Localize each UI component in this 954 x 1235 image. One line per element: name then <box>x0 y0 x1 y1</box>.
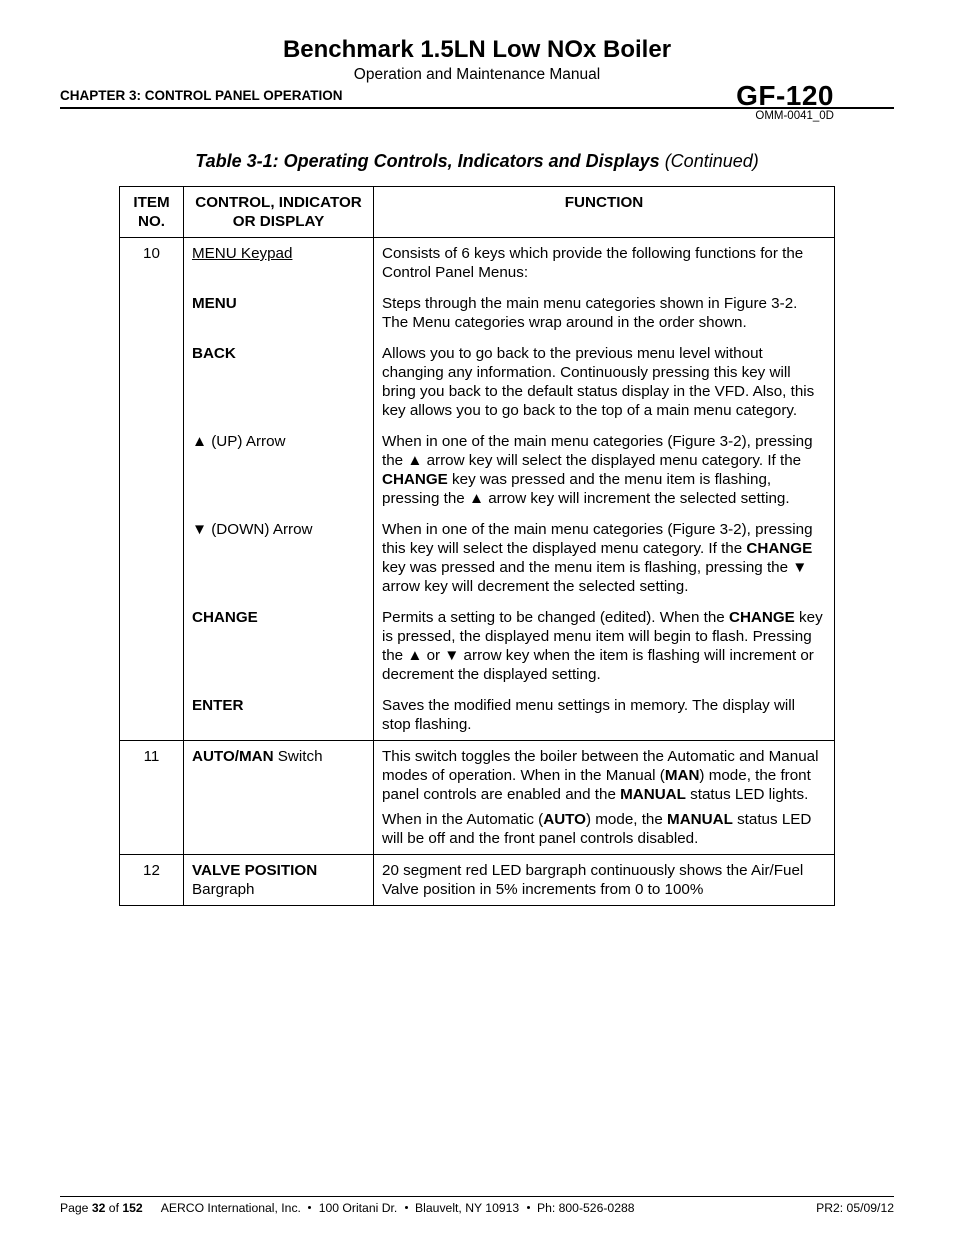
table-header-row: ITEM NO. CONTROL, INDICATOR OR DISPLAY F… <box>120 187 835 238</box>
th-function: FUNCTION <box>374 187 835 238</box>
control-change: CHANGE <box>192 609 258 626</box>
caption-continued: (Continued) <box>665 151 759 171</box>
table-row: MENU Steps through the main menu categor… <box>120 288 835 338</box>
th-item: ITEM NO. <box>120 187 184 238</box>
table-row: CHANGE Permits a setting to be changed (… <box>120 602 835 690</box>
table-row: 10 MENU Keypad Consists of 6 keys which … <box>120 238 835 289</box>
control-auto-man: AUTO/MAN Switch <box>184 741 374 855</box>
control-valve-position: VALVE POSITION Bargraph <box>184 855 374 906</box>
caption-main: Table 3-1: Operating Controls, Indicator… <box>195 151 664 171</box>
func-change: Permits a setting to be changed (edited)… <box>374 602 835 690</box>
chapter-label: CHAPTER 3: CONTROL PANEL OPERATION <box>60 88 343 103</box>
controls-table: ITEM NO. CONTROL, INDICATOR OR DISPLAY F… <box>119 186 835 906</box>
table-row: ▼ (DOWN) Arrow When in one of the main m… <box>120 514 835 602</box>
func-auto-man: This switch toggles the boiler between t… <box>374 741 835 855</box>
page-footer: Page 32 of 152 AERCO International, Inc.… <box>60 1196 894 1215</box>
table-row: ENTER Saves the modified menu settings i… <box>120 690 835 741</box>
table-row: 11 AUTO/MAN Switch This switch toggles t… <box>120 741 835 855</box>
table-row: ▲ (UP) Arrow When in one of the main men… <box>120 426 835 514</box>
doc-code-block: GF-120 OMM-0041_0D <box>736 80 834 122</box>
footer-page: Page 32 of 152 <box>60 1201 143 1215</box>
footer-rule <box>60 1196 894 1197</box>
func-enter: Saves the modified menu settings in memo… <box>374 690 835 741</box>
func-valve-position: 20 segment red LED bargraph continuously… <box>374 855 835 906</box>
bullet-icon <box>308 1206 311 1209</box>
th-control: CONTROL, INDICATOR OR DISPLAY <box>184 187 374 238</box>
control-up-arrow: ▲ (UP) Arrow <box>192 433 286 450</box>
control-down-arrow: ▼ (DOWN) Arrow <box>192 521 313 538</box>
page-header: Benchmark 1.5LN Low NOx Boiler Operation… <box>60 36 894 109</box>
control-menu-keypad: MENU Keypad <box>192 245 292 262</box>
control-menu: MENU <box>192 295 237 312</box>
func-menu: Steps through the main menu categories s… <box>374 288 835 338</box>
func-down-arrow: When in one of the main menu categories … <box>374 514 835 602</box>
item-no: 11 <box>120 741 184 855</box>
bullet-icon <box>527 1206 530 1209</box>
table-caption: Table 3-1: Operating Controls, Indicator… <box>60 151 894 172</box>
bullet-icon <box>405 1206 408 1209</box>
func-back: Allows you to go back to the previous me… <box>374 338 835 426</box>
doc-code: GF-120 <box>736 80 834 112</box>
table-row: 12 VALVE POSITION Bargraph 20 segment re… <box>120 855 835 906</box>
control-back: BACK <box>192 345 236 362</box>
item-no: 10 <box>120 238 184 289</box>
func-up-arrow: When in one of the main menu categories … <box>374 426 835 514</box>
footer-rev: PR2: 05/09/12 <box>816 1201 894 1215</box>
footer-company: AERCO International, Inc. 100 Oritani Dr… <box>143 1201 816 1215</box>
page: Benchmark 1.5LN Low NOx Boiler Operation… <box>0 0 954 1235</box>
item-no: 12 <box>120 855 184 906</box>
control-enter: ENTER <box>192 697 243 714</box>
func-menu-keypad: Consists of 6 keys which provide the fol… <box>374 238 835 289</box>
doc-title: Benchmark 1.5LN Low NOx Boiler <box>60 36 894 64</box>
table-row: BACK Allows you to go back to the previo… <box>120 338 835 426</box>
